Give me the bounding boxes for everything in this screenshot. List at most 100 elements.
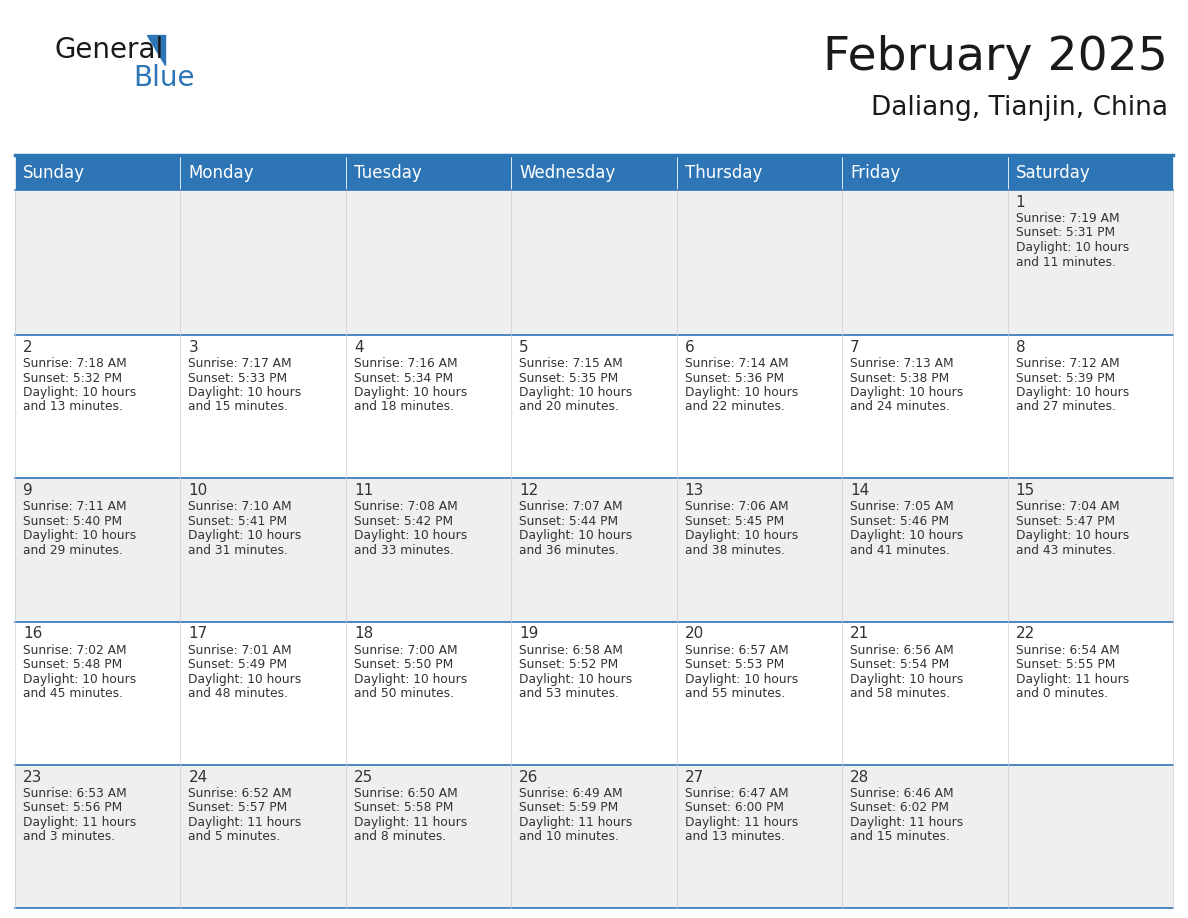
Text: 9: 9 [23,483,33,498]
Text: and 41 minutes.: and 41 minutes. [851,543,950,556]
Text: and 22 minutes.: and 22 minutes. [684,400,784,413]
Text: February 2025: February 2025 [823,36,1168,81]
Text: Sunrise: 7:14 AM: Sunrise: 7:14 AM [684,357,789,370]
Text: Thursday: Thursday [684,163,762,182]
Text: and 20 minutes.: and 20 minutes. [519,400,619,413]
Text: Sunset: 5:40 PM: Sunset: 5:40 PM [23,515,122,528]
Text: Daylight: 10 hours: Daylight: 10 hours [519,530,632,543]
Text: Sunrise: 7:05 AM: Sunrise: 7:05 AM [851,500,954,513]
Bar [181,155,346,190]
Text: Saturday: Saturday [1016,163,1091,182]
Text: Sunrise: 6:52 AM: Sunrise: 6:52 AM [189,787,292,800]
Text: Sunset: 6:00 PM: Sunset: 6:00 PM [684,801,784,814]
Text: General: General [55,36,164,64]
Text: Daylight: 11 hours: Daylight: 11 hours [23,816,137,829]
Text: Friday: Friday [851,163,901,182]
Bar [677,478,842,621]
Text: Daylight: 10 hours: Daylight: 10 hours [1016,241,1129,254]
Text: Sunset: 5:53 PM: Sunset: 5:53 PM [684,658,784,671]
Text: Sunrise: 7:19 AM: Sunrise: 7:19 AM [1016,212,1119,225]
Bar [15,335,181,478]
Text: Sunset: 5:48 PM: Sunset: 5:48 PM [23,658,122,671]
Text: Daylight: 10 hours: Daylight: 10 hours [354,386,467,399]
Text: Daylight: 10 hours: Daylight: 10 hours [851,530,963,543]
Text: Daylight: 11 hours: Daylight: 11 hours [519,816,632,829]
Text: Sunrise: 6:50 AM: Sunrise: 6:50 AM [354,787,457,800]
Text: and 53 minutes.: and 53 minutes. [519,687,619,700]
Text: 22: 22 [1016,626,1035,642]
Text: Sunset: 5:44 PM: Sunset: 5:44 PM [519,515,619,528]
Text: Sunrise: 7:00 AM: Sunrise: 7:00 AM [354,644,457,656]
Text: 18: 18 [354,626,373,642]
Bar [677,335,842,478]
Text: Monday: Monday [189,163,254,182]
Bar [15,155,181,190]
Text: and 43 minutes.: and 43 minutes. [1016,543,1116,556]
Text: Sunset: 5:56 PM: Sunset: 5:56 PM [23,801,122,814]
Text: Sunrise: 7:06 AM: Sunrise: 7:06 AM [684,500,789,513]
Text: Sunrise: 6:53 AM: Sunrise: 6:53 AM [23,787,127,800]
Bar [842,155,1007,190]
Text: and 50 minutes.: and 50 minutes. [354,687,454,700]
Text: Sunset: 5:57 PM: Sunset: 5:57 PM [189,801,287,814]
Bar [1007,765,1173,908]
Text: Sunset: 5:50 PM: Sunset: 5:50 PM [354,658,453,671]
Text: Daylight: 10 hours: Daylight: 10 hours [189,673,302,686]
Bar [677,621,842,765]
Bar [842,478,1007,621]
Text: Daylight: 10 hours: Daylight: 10 hours [354,673,467,686]
Text: and 18 minutes.: and 18 minutes. [354,400,454,413]
Text: and 33 minutes.: and 33 minutes. [354,543,454,556]
Text: Sunset: 5:36 PM: Sunset: 5:36 PM [684,372,784,385]
Bar [1007,478,1173,621]
Text: 20: 20 [684,626,704,642]
Text: 1: 1 [1016,195,1025,210]
Text: Sunrise: 7:12 AM: Sunrise: 7:12 AM [1016,357,1119,370]
Text: and 31 minutes.: and 31 minutes. [189,543,289,556]
Bar [842,621,1007,765]
Text: and 29 minutes.: and 29 minutes. [23,543,122,556]
Bar [346,335,511,478]
Bar [842,765,1007,908]
Text: Sunrise: 7:13 AM: Sunrise: 7:13 AM [851,357,954,370]
Text: 21: 21 [851,626,870,642]
Text: Blue: Blue [133,64,195,92]
Text: and 15 minutes.: and 15 minutes. [189,400,289,413]
Text: Sunset: 5:42 PM: Sunset: 5:42 PM [354,515,453,528]
Text: 12: 12 [519,483,538,498]
Text: and 15 minutes.: and 15 minutes. [851,830,950,844]
Text: 10: 10 [189,483,208,498]
Text: Sunrise: 6:57 AM: Sunrise: 6:57 AM [684,644,789,656]
Bar [677,190,842,335]
Text: Sunset: 5:32 PM: Sunset: 5:32 PM [23,372,122,385]
Text: Daylight: 11 hours: Daylight: 11 hours [354,816,467,829]
Text: Sunrise: 6:47 AM: Sunrise: 6:47 AM [684,787,789,800]
Text: Daylight: 10 hours: Daylight: 10 hours [354,530,467,543]
Text: Sunrise: 6:49 AM: Sunrise: 6:49 AM [519,787,623,800]
Text: and 55 minutes.: and 55 minutes. [684,687,785,700]
Text: Sunset: 5:55 PM: Sunset: 5:55 PM [1016,658,1116,671]
Text: Daylight: 10 hours: Daylight: 10 hours [519,673,632,686]
Text: Sunset: 5:49 PM: Sunset: 5:49 PM [189,658,287,671]
Text: Sunrise: 7:01 AM: Sunrise: 7:01 AM [189,644,292,656]
Text: Sunrise: 7:08 AM: Sunrise: 7:08 AM [354,500,457,513]
Text: 6: 6 [684,340,695,355]
Text: Sunrise: 7:18 AM: Sunrise: 7:18 AM [23,357,127,370]
Bar [346,478,511,621]
Text: Daylight: 10 hours: Daylight: 10 hours [23,386,137,399]
Text: Daliang, Tianjin, China: Daliang, Tianjin, China [871,95,1168,121]
Text: Daylight: 10 hours: Daylight: 10 hours [684,673,798,686]
Text: Daylight: 11 hours: Daylight: 11 hours [851,816,963,829]
Text: 23: 23 [23,770,43,785]
Text: Sunrise: 6:54 AM: Sunrise: 6:54 AM [1016,644,1119,656]
Text: Sunset: 5:45 PM: Sunset: 5:45 PM [684,515,784,528]
Bar [511,155,677,190]
Text: Daylight: 10 hours: Daylight: 10 hours [1016,530,1129,543]
Text: Sunrise: 7:04 AM: Sunrise: 7:04 AM [1016,500,1119,513]
Text: Wednesday: Wednesday [519,163,615,182]
Bar [15,190,181,335]
Text: Sunset: 5:52 PM: Sunset: 5:52 PM [519,658,619,671]
Bar [1007,621,1173,765]
Bar [181,765,346,908]
Text: 5: 5 [519,340,529,355]
